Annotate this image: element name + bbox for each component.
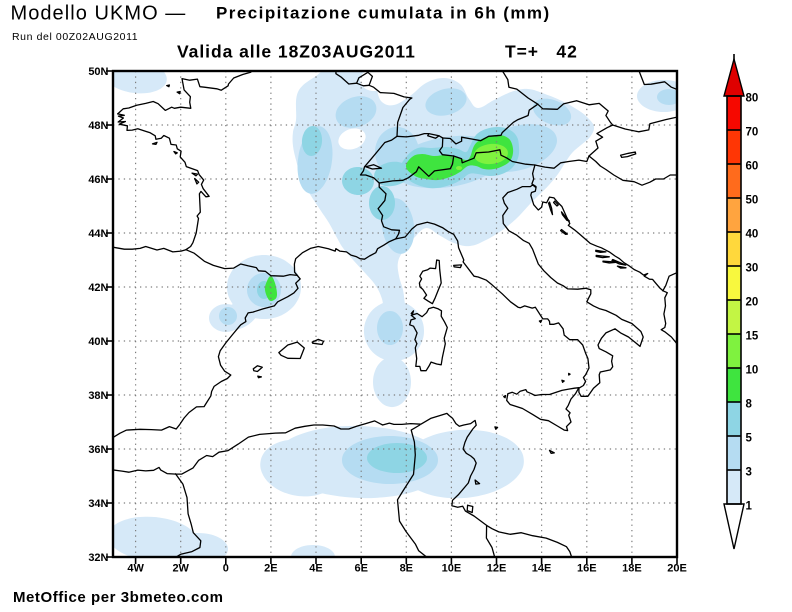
svg-text:70: 70 <box>746 127 759 139</box>
svg-text:80: 80 <box>746 93 759 105</box>
svg-text:60: 60 <box>746 161 759 173</box>
svg-text:6E: 6E <box>354 563 367 575</box>
svg-text:34N: 34N <box>88 498 108 510</box>
svg-text:2E: 2E <box>264 563 277 575</box>
svg-text:50N: 50N <box>88 66 108 78</box>
svg-text:2W: 2W <box>172 563 189 575</box>
svg-text:8: 8 <box>746 399 753 411</box>
svg-text:18E: 18E <box>622 563 642 575</box>
svg-text:46N: 46N <box>88 174 108 186</box>
svg-text:38N: 38N <box>88 390 108 402</box>
svg-text:MetOffice per 3bmeteo.com: MetOffice per 3bmeteo.com <box>13 589 223 606</box>
svg-text:10E: 10E <box>442 563 462 575</box>
svg-text:16E: 16E <box>577 563 597 575</box>
svg-text:40: 40 <box>746 229 759 241</box>
svg-text:4W: 4W <box>127 563 144 575</box>
svg-text:Valida alle 18Z03AUG2011: Valida alle 18Z03AUG2011 <box>177 42 416 62</box>
svg-text:4E: 4E <box>309 563 322 575</box>
svg-text:3: 3 <box>746 467 752 479</box>
svg-text:Run del 00Z02AUG2011: Run del 00Z02AUG2011 <box>12 31 138 43</box>
svg-text:32N: 32N <box>88 552 108 564</box>
svg-text:30: 30 <box>746 263 759 275</box>
svg-text:10: 10 <box>746 365 759 377</box>
svg-text:20E: 20E <box>667 563 687 575</box>
svg-text:40N: 40N <box>88 336 108 348</box>
svg-text:0: 0 <box>223 563 229 575</box>
svg-text:14E: 14E <box>532 563 552 575</box>
svg-text:Precipitazione cumulata in 6h: Precipitazione cumulata in 6h (mm) <box>216 4 551 23</box>
svg-text:50: 50 <box>746 195 759 207</box>
svg-text:20: 20 <box>746 297 759 309</box>
svg-text:1: 1 <box>746 501 753 513</box>
svg-text:36N: 36N <box>88 444 108 456</box>
svg-text:42N: 42N <box>88 282 108 294</box>
svg-text:48N: 48N <box>88 120 108 132</box>
svg-text:44N: 44N <box>88 228 108 240</box>
svg-text:T=+ 42: T=+ 42 <box>505 42 578 62</box>
svg-text:12E: 12E <box>487 563 507 575</box>
svg-text:8E: 8E <box>400 563 413 575</box>
svg-text:5: 5 <box>746 433 753 445</box>
svg-text:15: 15 <box>746 331 759 343</box>
svg-text:Modello UKMO —: Modello UKMO — <box>11 3 187 25</box>
